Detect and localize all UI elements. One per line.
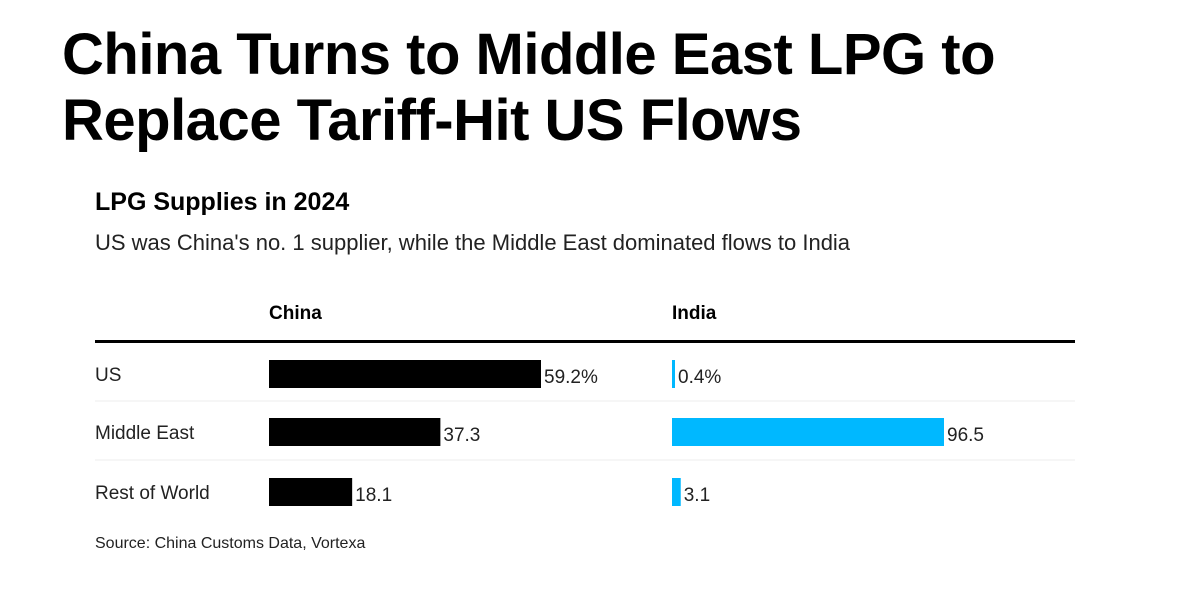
bar-china: [269, 478, 353, 506]
category-label: US: [95, 365, 121, 386]
source-note: Source: China Customs Data, Vortexa: [95, 535, 366, 552]
bar-india: [672, 418, 944, 446]
bar-china: [269, 360, 541, 388]
data-label: 3.1: [684, 485, 710, 506]
bar-india: [672, 360, 675, 388]
data-label: 37.3: [443, 425, 480, 446]
bar-china: [269, 418, 441, 446]
category-label: Middle East: [95, 423, 195, 444]
bar-india: [672, 478, 681, 506]
data-label: 18.1: [355, 485, 392, 506]
chart-title: LPG Supplies in 2024: [95, 188, 350, 216]
data-label: 0.4%: [678, 367, 721, 388]
panel-header-india: India: [672, 303, 717, 324]
data-label: 59.2%: [544, 367, 598, 388]
panel-header-china: China: [269, 303, 322, 324]
chart-subtitle: US was China's no. 1 supplier, while the…: [95, 230, 851, 255]
data-label: 96.5: [947, 425, 984, 446]
headline: China Turns to Middle East LPG to Replac…: [62, 22, 996, 153]
header-rule: [95, 340, 1075, 343]
category-label: Rest of World: [95, 483, 210, 504]
